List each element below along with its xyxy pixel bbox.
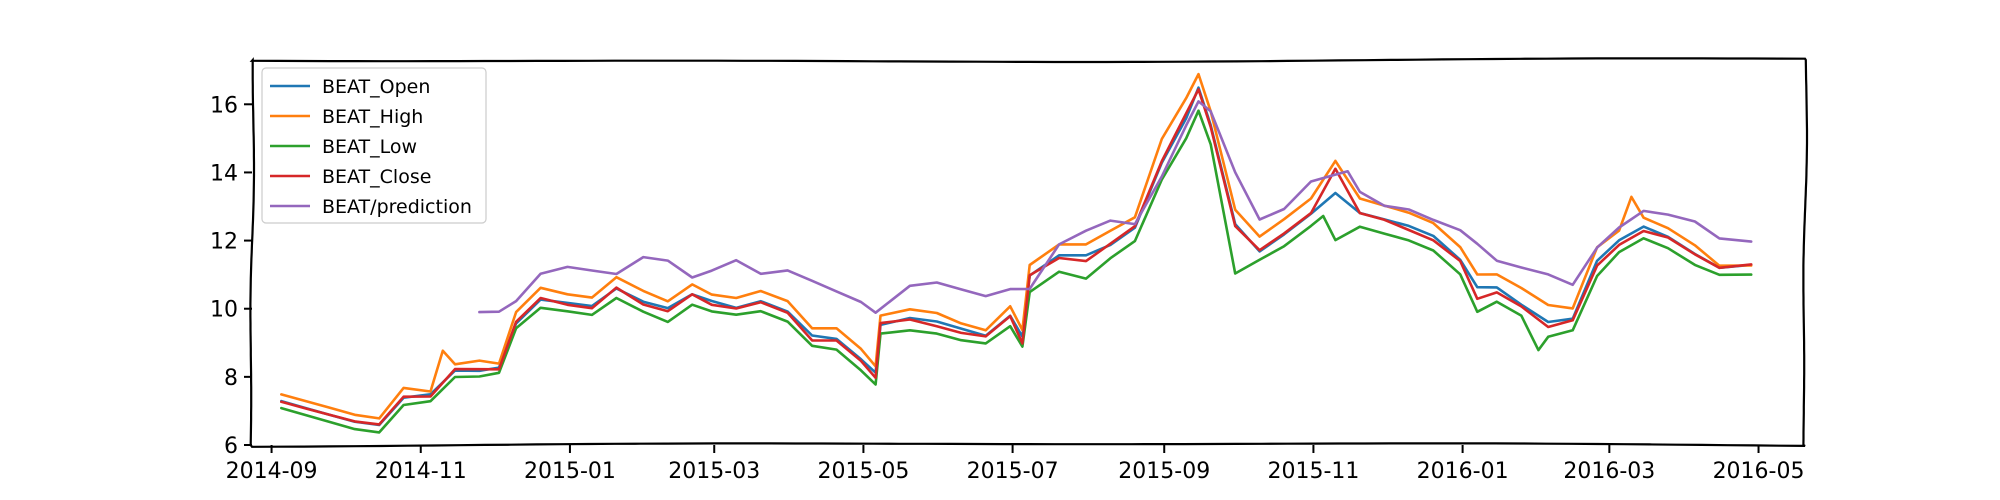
x-tick-label: 2014-11 [375,459,467,484]
legend-label-beat-prediction: BEAT/prediction [322,196,472,218]
legend-label-beat-open: BEAT_Open [322,76,430,98]
x-tick-label: 2016-03 [1563,459,1655,484]
x-tick-label: 2015-07 [967,459,1059,484]
x-axis: 2014-09 2014-11 2015-01 2015-03 2015-05 2015-… [226,445,1805,484]
x-tick-label: 2016-01 [1417,459,1509,484]
legend-label-beat-high: BEAT_High [322,106,423,128]
x-tick-label: 2015-01 [524,459,616,484]
x-tick-label: 2015-05 [817,459,909,484]
legend-label-beat-close: BEAT_Close [322,166,431,188]
x-tick-label: 2016-05 [1713,459,1805,484]
y-tick-label: 14 [210,161,238,186]
plot-area-frame [249,57,1809,448]
y-tick-label: 10 [210,298,238,323]
series-line-beat-close [280,88,1753,426]
y-tick-label: 12 [210,230,238,255]
y-tick-label: 16 [210,93,238,118]
y-tick-label: 6 [224,434,238,459]
legend-box [261,67,487,224]
legend: BEAT_Open BEAT_High BEAT_Low BEAT_Close BEAT… [261,67,487,224]
x-tick-label: 2015-11 [1267,459,1359,484]
series-line-beat-high [280,72,1753,420]
y-axis: 6 8 10 12 14 16 [210,93,252,459]
y-tick-label: 8 [224,366,238,391]
series-layer [280,72,1753,434]
x-tick-label: 2015-03 [668,459,760,484]
x-tick-label: 2014-09 [226,459,318,484]
x-tick-label: 2015-09 [1118,459,1210,484]
series-line-beat-open [280,86,1753,427]
legend-label-beat-low: BEAT_Low [322,136,417,158]
series-line-beat-prediction [478,100,1753,314]
series-line-beat-low [280,109,1753,434]
